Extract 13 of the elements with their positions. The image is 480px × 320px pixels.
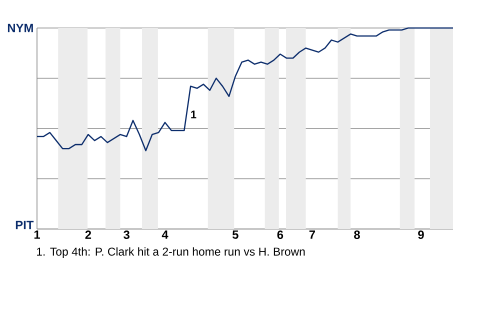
text: 1. Top 4th: P. Clark hit a 2-run home run vs H. Brown: [36, 247, 305, 258]
x-tick-label: 3: [124, 230, 130, 240]
text: NYM: [8, 24, 33, 32]
x-tick-label: 2: [85, 230, 92, 239]
x-tick-label: 8: [354, 230, 360, 239]
x-tick-label: 1: [34, 230, 40, 239]
annotation: 1: [191, 110, 196, 118]
x-tick-label: 7: [309, 230, 315, 239]
x-tick-label: 6: [277, 230, 284, 239]
x-tick-label: 9: [418, 230, 424, 239]
x-tick-label: 4: [162, 230, 168, 239]
x-tick-label: 5: [232, 230, 238, 239]
text: PIT: [16, 220, 34, 230]
